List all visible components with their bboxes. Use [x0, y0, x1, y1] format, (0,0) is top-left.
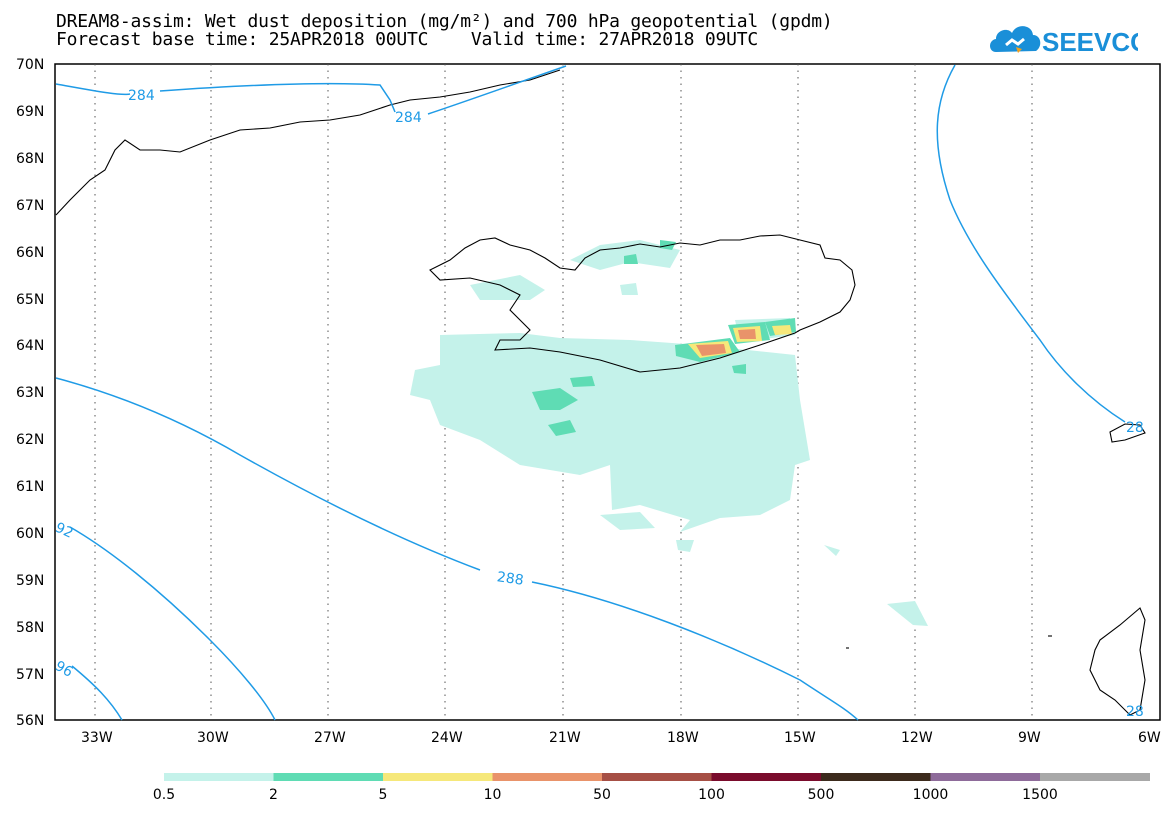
lat-label: 66N: [16, 245, 44, 261]
lat-label: 59N: [16, 573, 44, 589]
contour-label: 284: [128, 88, 155, 104]
legend-label: 2: [269, 787, 278, 803]
geopotential-contours: [55, 64, 1126, 721]
seevccc-logo: SEEVCCC: [990, 26, 1138, 57]
lat-label: 58N: [16, 620, 44, 636]
contour-label: 288: [496, 569, 525, 589]
wet-dust-deposition-field: [410, 240, 928, 626]
lat-label: 65N: [16, 292, 44, 308]
legend-swatch: [492, 773, 603, 781]
coastlines: [55, 69, 1146, 716]
lon-label: 18W: [667, 730, 699, 746]
legend-swatch: [1040, 773, 1150, 781]
lat-label: 60N: [16, 526, 44, 542]
lat-label: 64N: [16, 338, 44, 354]
legend-label: 1000: [913, 787, 949, 803]
lat-label: 63N: [16, 385, 44, 401]
contour-label: 284: [395, 110, 422, 126]
lat-label: 62N: [16, 432, 44, 448]
lat-label: 68N: [16, 151, 44, 167]
legend-label: 500: [808, 787, 835, 803]
map-title: DREAM8-assim: Wet dust deposition (mg/m²…: [56, 11, 833, 32]
legend-label: 100: [698, 787, 725, 803]
longitude-labels: 33W 30W 27W 24W 21W 18W 15W 12W 9W 6W: [81, 730, 1161, 746]
legend-label: 1500: [1022, 787, 1058, 803]
legend-swatch: [602, 773, 712, 781]
legend-swatch: [821, 773, 931, 781]
legend-swatch: [164, 773, 274, 781]
lon-label: 12W: [901, 730, 933, 746]
legend-swatch: [383, 773, 493, 781]
legend-swatch: [711, 773, 822, 781]
contour-label: 96: [52, 658, 76, 681]
latitude-labels: 70N 69N 68N 67N 66N 65N 64N 63N 62N 61N …: [16, 57, 44, 729]
legend-swatch: [273, 773, 384, 781]
contour-labels: 284 284 288 92 96 28 28: [52, 88, 1144, 720]
lat-label: 70N: [16, 57, 44, 73]
legend-label: 5: [379, 787, 388, 803]
cloud-logo-icon: [990, 26, 1041, 53]
lat-label: 57N: [16, 667, 44, 683]
legend-label: 0.5: [153, 787, 175, 803]
lat-label: 61N: [16, 479, 44, 495]
contour-label: 28: [1126, 704, 1144, 720]
lon-label: 27W: [314, 730, 346, 746]
lat-label: 69N: [16, 104, 44, 120]
legend-label: 10: [484, 787, 502, 803]
lon-label: 24W: [431, 730, 463, 746]
lon-label: 21W: [549, 730, 581, 746]
lon-label: 6W: [1138, 730, 1161, 746]
lon-label: 9W: [1018, 730, 1041, 746]
lon-label: 33W: [81, 730, 113, 746]
contour-label: 92: [53, 520, 76, 542]
lat-label: 67N: [16, 198, 44, 214]
legend-swatch: [930, 773, 1041, 781]
contour-label: 28: [1126, 420, 1144, 436]
color-legend: 0.5 2 5 10 50 100 500 1000 1500: [153, 773, 1150, 803]
lon-label: 30W: [197, 730, 229, 746]
legend-label: 50: [593, 787, 611, 803]
lat-label: 56N: [16, 713, 44, 729]
map-subtitle: Forecast base time: 25APR2018 00UTC Vali…: [56, 29, 759, 50]
lon-label: 15W: [784, 730, 816, 746]
logo-text: SEEVCCC: [1042, 27, 1138, 57]
